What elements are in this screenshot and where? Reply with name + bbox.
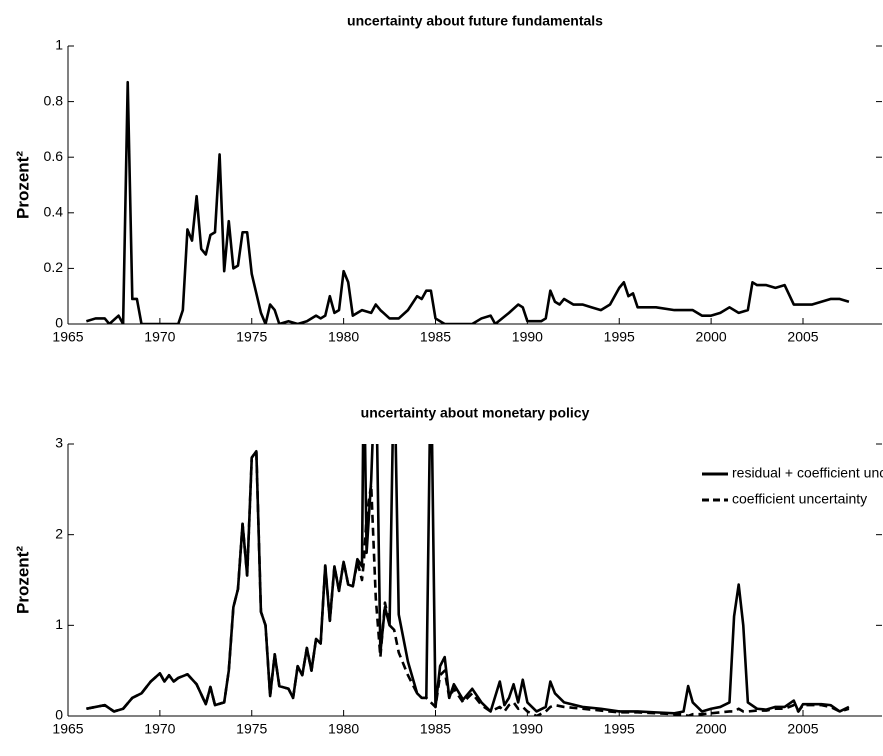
- x-tick-label: 1970: [144, 721, 175, 737]
- x-tick-label: 1980: [328, 329, 359, 345]
- x-tick-label: 2005: [787, 721, 818, 737]
- x-tick-label: 1985: [420, 329, 451, 345]
- y-tick-label: 2: [55, 525, 63, 541]
- y-tick-label: 3: [55, 435, 63, 451]
- x-tick-label: 1990: [512, 721, 543, 737]
- x-tick-label: 1985: [420, 721, 451, 737]
- x-tick-label: 2000: [696, 329, 727, 345]
- y-tick-label: 0.2: [44, 259, 64, 275]
- y-axis-label: Prozent²: [13, 546, 32, 614]
- x-tick-label: 2000: [696, 721, 727, 737]
- legend-label: residual + coefficient uncertainty: [732, 465, 883, 481]
- x-tick-label: 1965: [52, 329, 83, 345]
- y-tick-label: 0: [55, 315, 63, 331]
- y-tick-label: 1: [55, 616, 63, 632]
- y-tick-label: 0.4: [44, 204, 64, 220]
- y-tick-label: 0.6: [44, 148, 64, 164]
- x-tick-label: 1975: [236, 721, 267, 737]
- legend-label: coefficient uncertainty: [732, 491, 867, 507]
- x-tick-label: 1995: [604, 329, 635, 345]
- x-tick-label: 1970: [144, 329, 175, 345]
- chart-title: uncertainty about future fundamentals: [347, 13, 603, 29]
- x-tick-label: 1990: [512, 329, 543, 345]
- y-tick-label: 1: [55, 37, 63, 53]
- subplot: uncertainty about future fundamentals Pro…: [13, 13, 882, 345]
- data-line: [85, 80, 850, 324]
- data-line: [86, 449, 850, 716]
- subplot: uncertainty about monetary policy Prozent…: [13, 405, 883, 737]
- chart-title: uncertainty about monetary policy: [361, 405, 590, 421]
- x-tick-label: 1975: [236, 329, 267, 345]
- y-tick-label: 0: [55, 707, 63, 723]
- x-tick-label: 1980: [328, 721, 359, 737]
- y-tick-label: 0.8: [44, 92, 64, 108]
- x-tick-label: 2005: [787, 329, 818, 345]
- x-tick-label: 1965: [52, 721, 83, 737]
- y-axis-label: Prozent²: [13, 151, 32, 219]
- x-tick-label: 1995: [604, 721, 635, 737]
